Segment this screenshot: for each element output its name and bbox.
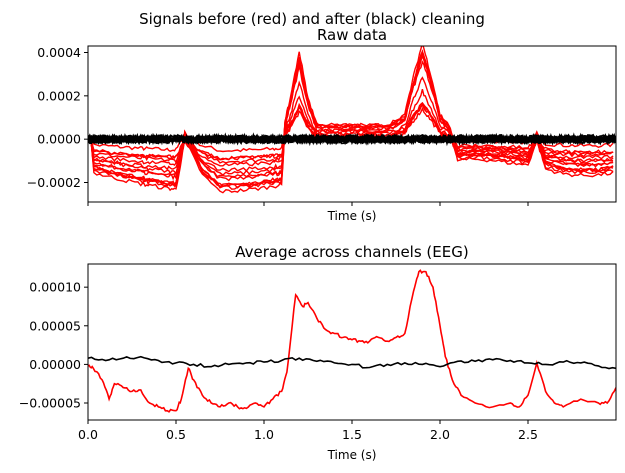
- average-plot-area: [88, 269, 616, 413]
- raw-data-plot-area: [88, 46, 616, 194]
- x-tick-label: 2.5: [518, 427, 538, 442]
- x-tick-label: 2.0: [430, 427, 450, 442]
- y-tick-label: −0.0002: [27, 175, 81, 190]
- before-cleaning-channel-line: [88, 49, 614, 194]
- figure-suptitle: Signals before (red) and after (black) c…: [139, 10, 485, 28]
- after-cleaning-channel-line: [88, 132, 616, 147]
- before-cleaning-channel-line: [88, 46, 614, 189]
- y-tick-label: 0.0004: [37, 45, 81, 60]
- x-tick-label: 0.0: [78, 427, 98, 442]
- raw-data-frame: [87, 45, 617, 203]
- average-lines: [88, 269, 616, 413]
- average-y-ticks: −0.00005 0.00000 0.00005 0.00010: [19, 280, 88, 411]
- average-axes: Average across channels (EEG) −0.00005 0.…: [19, 243, 617, 462]
- y-tick-label: 0.00005: [29, 318, 81, 333]
- before-cleaning-channel-line: [88, 53, 614, 182]
- raw-data-title: Raw data: [317, 26, 387, 44]
- before-cleaning-channel-line: [88, 60, 614, 177]
- raw-data-axes: Raw data −0.0002 0.0000 0.0002 0.0004 Time …: [27, 26, 617, 223]
- before-cleaning-channel-line: [88, 51, 614, 190]
- x-tick-label: 1.5: [342, 427, 362, 442]
- raw-data-xlabel: Time (s): [327, 209, 377, 223]
- y-tick-label: 0.00000: [29, 357, 81, 372]
- raw-data-x-ticks: [87, 202, 529, 206]
- average-x-ticks: 0.0 0.5 1.0 1.5 2.0 2.5: [78, 420, 538, 442]
- after-cleaning-average-line: [88, 355, 616, 370]
- average-title: Average across channels (EEG): [235, 243, 468, 261]
- raw-data-y-ticks: −0.0002 0.0000 0.0002 0.0004: [27, 45, 88, 190]
- before-cleaning-channel-line: [88, 51, 614, 187]
- x-tick-label: 1.0: [254, 427, 274, 442]
- before-cleaning-channel-line: [88, 49, 614, 189]
- y-tick-label: 0.00010: [29, 280, 81, 295]
- x-tick-label: 0.5: [166, 427, 186, 442]
- average-xlabel: Time (s): [327, 448, 377, 462]
- y-tick-label: 0.0000: [37, 132, 81, 147]
- average-frame: [87, 263, 617, 421]
- before-cleaning-average-line: [88, 269, 616, 413]
- y-tick-label: −0.00005: [19, 396, 81, 411]
- y-tick-label: 0.0002: [37, 88, 81, 103]
- raw-data-lines: [88, 46, 616, 194]
